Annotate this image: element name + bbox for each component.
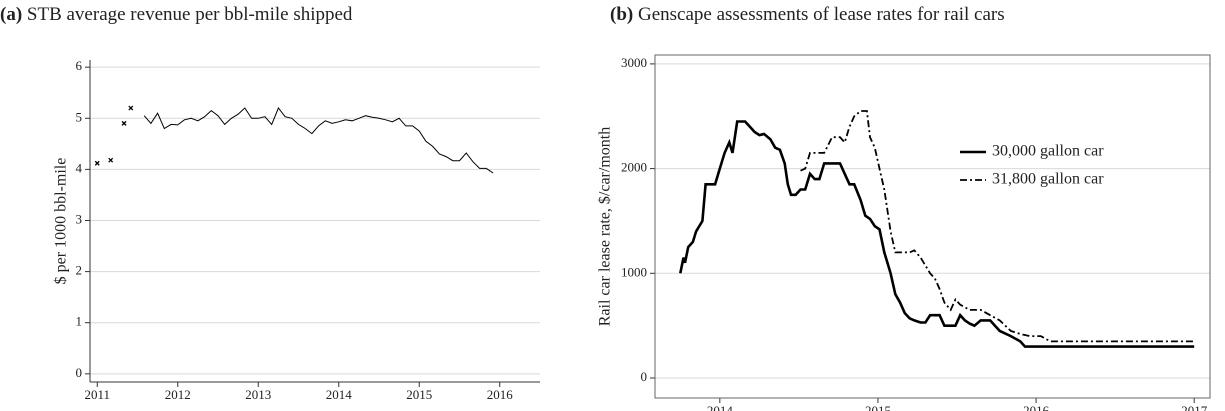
y-axis-label: $ per 1000 bbl-mile [53,158,70,285]
x-tick-label: 2016 [487,387,514,402]
point [121,120,127,126]
point [108,157,114,163]
y-tick-label: 3000 [621,55,647,70]
x-tick-label: 2017 [1181,403,1208,411]
x-tick-label: 2013 [245,387,271,402]
x-tick-label: 2011 [84,387,110,402]
x-tick-label: 2012 [165,387,191,402]
y-tick-label: 0 [76,365,83,380]
legend-label: 30,000 gallon car [992,143,1104,160]
panel-b-title: (b) Genscape assessments of lease rates … [610,4,1005,25]
title-text: Genscape assessments of lease rates for … [638,4,1005,25]
panel-a-title: (a) STB average revenue per bbl-mile shi… [0,4,353,25]
series-line [679,120,1195,348]
y-tick-label: 3 [76,211,83,226]
series-line [800,110,1195,343]
panel-label: (b) [610,4,633,25]
y-tick-label: 4 [76,160,83,175]
series-line [143,107,494,174]
x-tick-label: 2014 [326,387,353,402]
y-tick-label: 2 [76,263,83,278]
y-tick-label: 0 [641,369,648,384]
legend-label: 31,800 gallon car [992,171,1104,188]
point [128,105,134,111]
y-tick-label: 5 [76,109,83,124]
y-tick-label: 6 [76,58,83,73]
x-tick-label: 2015 [865,403,891,411]
y-tick-label: 2000 [621,160,647,175]
x-tick-label: 2016 [1023,403,1050,411]
title-text: STB average revenue per bbl-mile shipped [27,4,353,25]
panel-label: (a) [0,4,22,25]
y-axis-label: Rail car lease rate, $/car/month [597,127,614,326]
plot-frame [654,54,1211,399]
y-tick-label: 1 [76,314,83,329]
x-tick-label: 2015 [406,387,432,402]
x-tick-label: 2014 [707,403,734,411]
y-tick-label: 1000 [621,264,647,279]
point [94,160,100,166]
